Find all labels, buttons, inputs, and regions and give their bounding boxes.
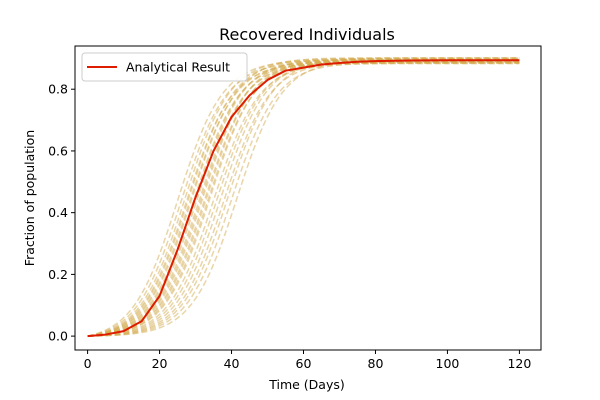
simulation-run-line <box>87 60 520 337</box>
simulation-run-line <box>87 62 520 337</box>
simulation-run-line <box>87 57 520 337</box>
legend-label-analytical: Analytical Result <box>126 60 230 75</box>
y-tick-label: 0.0 <box>48 329 68 344</box>
x-tick-label: 0 <box>84 356 92 371</box>
x-tick-label: 100 <box>436 356 460 371</box>
x-tick-label: 120 <box>507 356 531 371</box>
x-tick-label: 80 <box>368 356 384 371</box>
y-tick-label: 0.8 <box>48 82 68 97</box>
simulation-run-line <box>87 61 520 337</box>
chart-title: Recovered Individuals <box>219 25 395 44</box>
simulation-runs <box>87 56 520 337</box>
simulation-run-line <box>87 61 520 337</box>
legend-box <box>81 52 248 82</box>
analytical-series <box>87 59 520 338</box>
x-tick-label: 20 <box>152 356 168 371</box>
y-axis-label: Fraction of population <box>22 130 37 266</box>
simulation-run-line <box>87 60 520 337</box>
simulation-run-line <box>87 59 520 337</box>
simulation-run-line <box>87 59 520 337</box>
simulation-run-line <box>87 57 520 337</box>
y-tick-label: 0.2 <box>48 267 68 282</box>
simulation-run-line <box>87 61 520 337</box>
simulation-run-line <box>87 61 520 337</box>
y-tick-label: 0.4 <box>48 205 68 220</box>
simulation-run-line <box>87 58 520 337</box>
simulation-run-line <box>87 57 520 337</box>
simulation-run-line <box>87 59 520 337</box>
x-tick-label: 40 <box>224 356 240 371</box>
legend: Analytical Result <box>81 52 248 82</box>
y-axis-ticks: 0.0 0.2 0.4 0.6 0.8 <box>48 82 75 344</box>
simulation-run-line <box>87 60 520 337</box>
simulation-run-line <box>87 62 520 337</box>
plot-area-frame <box>74 45 542 351</box>
analytical-result-line <box>87 59 520 338</box>
y-tick-label: 0.6 <box>48 143 68 158</box>
x-axis-label: Time (Days) <box>268 377 345 392</box>
simulation-run-line <box>87 58 520 337</box>
simulation-run-line <box>87 62 520 337</box>
simulation-run-line <box>87 56 520 337</box>
simulation-run-line <box>87 58 520 337</box>
simulation-run-line <box>87 58 520 337</box>
simulation-run-line <box>87 59 520 337</box>
simulation-run-line <box>87 61 520 337</box>
x-axis-ticks: 0 20 40 60 80 100 120 <box>84 350 531 371</box>
simulation-run-line <box>87 60 520 337</box>
x-tick-label: 60 <box>296 356 312 371</box>
